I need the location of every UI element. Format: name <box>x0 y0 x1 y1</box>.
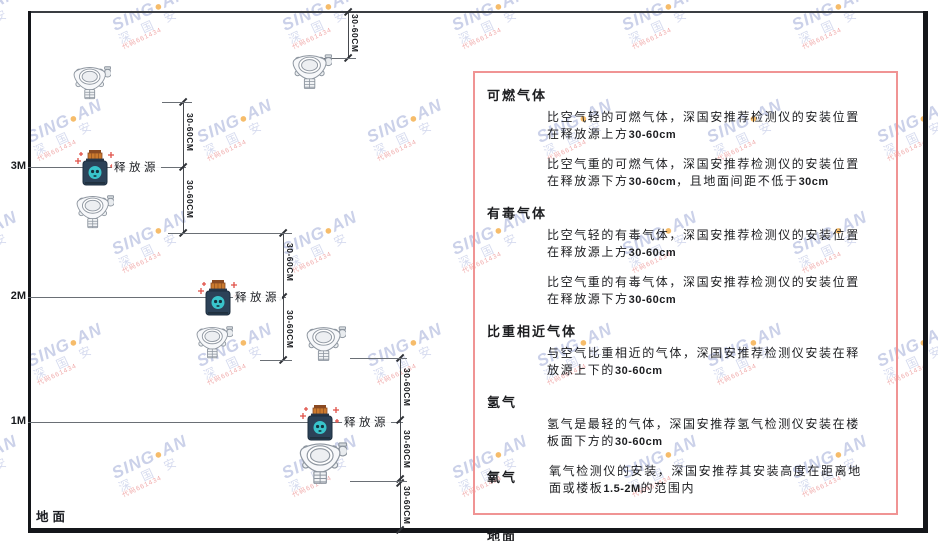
dimension-connector <box>318 58 356 59</box>
dimension-connector <box>350 358 407 359</box>
panel-section-title: 有毒气体 <box>487 206 548 221</box>
source-neck <box>311 413 329 417</box>
dimension-connector <box>168 233 292 234</box>
panel-section-title: 氧气 <box>487 470 518 485</box>
release-source-label: 释放源 <box>112 159 161 175</box>
release-source-icon <box>74 149 116 187</box>
gas-detector-icon <box>196 326 233 360</box>
ceiling-line <box>28 11 927 13</box>
panel-section: 地面 检测仪地面间距，深国安推荐在30-60cm，且不得小于30cm，因为过低容… <box>485 526 872 541</box>
detector-knob-cap <box>324 54 332 58</box>
source-cap-top <box>314 405 326 409</box>
right-frame-line <box>923 11 928 532</box>
axis-level-label: 2M <box>10 290 26 302</box>
panel-paragraph: 比空气轻的有毒气体，深国安推荐检测仪的安装位置在释放源上方30-60cm <box>547 228 860 259</box>
source-emblem <box>88 166 102 179</box>
release-source-label: 释放源 <box>342 414 391 430</box>
release-source-icon <box>197 279 239 317</box>
level-line <box>28 297 286 298</box>
dimension-label: 30-60CM <box>285 310 295 349</box>
panel-paragraph: 氢气是最轻的气体，深国安推荐氢气检测仪安装在楼板面下方的30-60cm <box>547 417 860 448</box>
panel-section-body: 氢气是最轻的气体，深国安推荐氢气检测仪安装在楼板面下方的30-60cm <box>485 416 872 451</box>
panel-section-body: 氧气检测仪的安装，深国安推荐其安装高度在距离地面或楼板1.5-2M的范围内 <box>549 463 872 510</box>
dimension-line <box>400 358 401 530</box>
axis-level-label: 3M <box>10 160 26 172</box>
panel-paragraph: 与空气比重相近的气体，深国安推荐检测仪安装在释放源上下的30-60cm <box>547 346 860 377</box>
dimension-connector <box>350 481 407 482</box>
source-neck <box>86 158 104 162</box>
dimension-label: 30-60CM <box>185 113 195 152</box>
panel-section-title: 地面 <box>487 529 518 541</box>
panel-paragraph: 比空气轻的可燃气体，深国安推荐检测仪的安装位置在释放源上方30-60cm <box>547 110 860 141</box>
spark-marks <box>300 407 339 423</box>
dimension-label: 30-60CM <box>402 430 412 469</box>
detector-knob-cap <box>104 66 111 70</box>
dimension-label: 30-60CM <box>185 180 195 219</box>
dimension-label: 30-60CM <box>402 486 412 525</box>
source-cap-top <box>212 280 224 284</box>
gas-detector-icon <box>73 66 111 101</box>
source-emblem <box>211 296 225 309</box>
panel-section-title: 比重相近气体 <box>487 324 578 339</box>
dimension-connector <box>260 360 292 361</box>
panel-paragraph: 比空气重的可燃气体，深国安推荐检测仪的安装位置在释放源下方30-60cm，且地面… <box>547 157 860 188</box>
panel-section-body: 与空气比重相近的气体，深国安推荐检测仪安装在释放源上下的30-60cm <box>485 345 872 380</box>
source-emblem <box>313 421 327 434</box>
panel-section: 氧气 氧气检测仪的安装，深国安推荐其安装高度在距离地面或楼板1.5-2M的范围内 <box>485 463 872 510</box>
dimension-label: 30-60CM <box>285 243 295 282</box>
panel-section: 有毒气体 比空气轻的有毒气体，深国安推荐检测仪的安装位置在释放源上方30-60c… <box>485 203 872 309</box>
dimension-label: 30-60CM <box>402 368 412 407</box>
detector-knob-cap <box>226 326 233 330</box>
release-source-icon <box>299 404 341 442</box>
source-neck <box>209 288 227 292</box>
gas-detector-icon <box>306 326 346 363</box>
panel-section-body: 比空气轻的有毒气体，深国安推荐检测仪的安装位置在释放源上方30-60cm 比空气重… <box>485 227 872 309</box>
panel-section-title: 可燃气体 <box>487 88 548 103</box>
wall-line <box>28 11 31 532</box>
dimension-label: 30-60CM <box>350 14 360 53</box>
panel-section-body: 比空气轻的可燃气体，深国安推荐检测仪的安装位置在释放源上方30-60cm 比空气重… <box>485 109 872 191</box>
gas-detector-icon <box>76 195 114 230</box>
gas-detector-icon <box>299 442 347 486</box>
ground-label: 地面 <box>36 510 70 524</box>
panel-section: 比重相近气体 与空气比重相近的气体，深国安推荐检测仪安装在释放源上下的30-60… <box>485 321 872 380</box>
dimension-connector <box>162 102 192 103</box>
panel-paragraph: 比空气重的有毒气体，深国安推荐检测仪的安装位置在释放源下方30-60cm <box>547 275 860 306</box>
panel-section-title: 氢气 <box>487 395 518 410</box>
level-line <box>28 422 403 423</box>
panel-section: 可燃气体 比空气轻的可燃气体，深国安推荐检测仪的安装位置在释放源上方30-60c… <box>485 85 872 191</box>
dimension-line <box>183 102 184 233</box>
ground-line <box>28 528 928 533</box>
detector-knob-cap <box>338 442 347 447</box>
source-cap-top <box>89 150 101 154</box>
dimension-line <box>348 12 349 58</box>
detector-knob-cap <box>107 195 114 199</box>
release-source-label: 释放源 <box>233 289 282 305</box>
axis-level-label: 1M <box>10 415 26 427</box>
panel-paragraph: 氧气检测仪的安装，深国安推荐其安装高度在距离地面或楼板1.5-2M的范围内 <box>549 464 862 495</box>
panel-section: 氢气 氢气是最轻的气体，深国安推荐氢气检测仪安装在楼板面下方的30-60cm <box>485 392 872 451</box>
gas-detector-icon <box>292 54 332 91</box>
detector-knob-cap <box>338 326 346 330</box>
info-panel: 可燃气体 比空气轻的可燃气体，深国安推荐检测仪的安装位置在释放源上方30-60c… <box>473 71 898 541</box>
